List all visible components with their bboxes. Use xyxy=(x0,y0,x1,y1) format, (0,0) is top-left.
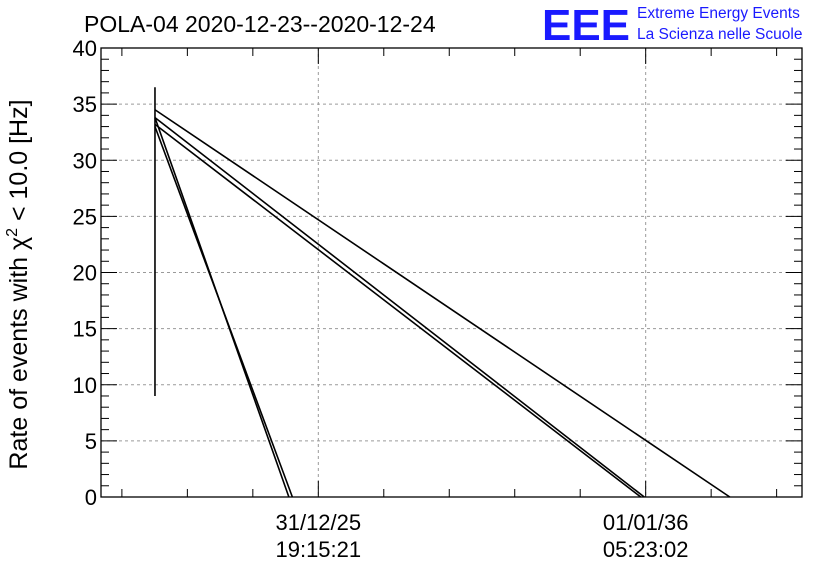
data-segment xyxy=(154,109,731,498)
y-tick-label: 5 xyxy=(85,429,97,454)
y-tick-label: 30 xyxy=(73,148,97,173)
y-tick-label: 25 xyxy=(73,204,97,229)
x-tick-label-time: 19:15:21 xyxy=(275,537,361,562)
y-tick-label: 40 xyxy=(73,36,97,61)
eee-logo-line2: La Scienza nelle Scuole xyxy=(637,26,802,43)
eee-logo: EEE Extreme Energy Events La Scienza nel… xyxy=(542,1,802,50)
x-tick-label-date: 31/12/25 xyxy=(275,510,361,535)
chart-title: POLA-04 2020-12-23--2020-12-24 xyxy=(84,11,436,37)
eee-logo-mark: EEE xyxy=(542,1,630,50)
y-axis-label-suffix: < 10.0 [Hz] xyxy=(5,99,33,228)
y-tick-label: 35 xyxy=(73,92,97,117)
data-segment xyxy=(154,116,645,498)
y-axis-label-sup: 2 xyxy=(4,228,21,237)
y-tick-label: 20 xyxy=(73,261,97,286)
axis-ticks xyxy=(101,47,802,498)
grid xyxy=(101,48,802,497)
y-axis-label-prefix: Rate of events with xyxy=(5,250,33,470)
plot-frame xyxy=(100,47,803,498)
y-tick-label: 0 xyxy=(85,485,97,510)
x-tick-label-date: 01/01/36 xyxy=(603,510,689,535)
eee-logo-line1: Extreme Energy Events xyxy=(637,5,800,22)
y-axis-label: Rate of events with χ2 < 10.0 [Hz] xyxy=(4,99,33,469)
y-tick-label: 15 xyxy=(73,317,97,342)
y-tick-label: 10 xyxy=(73,373,97,398)
x-tick-label-time: 05:23:02 xyxy=(603,537,689,562)
data-series xyxy=(154,87,731,498)
y-tick-labels: 0 5 10 15 20 25 30 35 40 xyxy=(73,36,97,510)
y-axis-label-chi: χ xyxy=(5,237,33,250)
data-segment xyxy=(154,123,642,498)
data-segment xyxy=(154,126,294,498)
